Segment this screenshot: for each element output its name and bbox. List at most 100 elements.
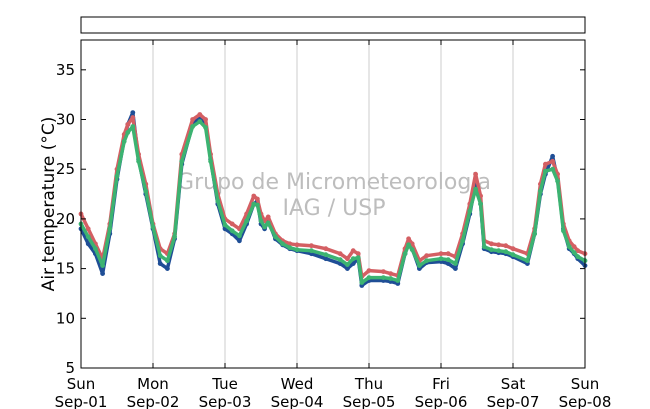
series-2-point-32 xyxy=(287,245,293,251)
series-2-point-42 xyxy=(381,275,386,280)
series-1-point-32 xyxy=(287,241,293,247)
series-0-point-51 xyxy=(445,261,451,266)
series-2-point-24 xyxy=(244,218,250,224)
series-1-point-7 xyxy=(125,122,131,127)
y-tick-label-20: 20 xyxy=(56,210,75,228)
series-1-point-38 xyxy=(350,248,356,254)
series-2-point-26 xyxy=(255,202,260,208)
series-2-point-57 xyxy=(481,244,487,250)
series-1-point-47 xyxy=(409,241,415,247)
series-2-point-23 xyxy=(237,233,242,239)
series-2-point-52 xyxy=(453,261,458,266)
series-2-point-46 xyxy=(406,242,411,248)
series-1-point-36 xyxy=(337,251,343,257)
series-0-point-8 xyxy=(130,110,136,115)
x-tick-day-1: Mon xyxy=(137,375,169,393)
series-2-point-13 xyxy=(165,258,170,264)
series-1-point-58 xyxy=(489,241,494,247)
plot-frame xyxy=(80,39,586,369)
series-2-point-30 xyxy=(273,234,278,240)
series-1-point-70 xyxy=(571,244,577,250)
series-2-point-12 xyxy=(157,253,163,259)
series-2-point-25 xyxy=(251,201,257,207)
x-tick-date-0: Sep-01 xyxy=(55,393,108,409)
series-1-point-29 xyxy=(265,214,271,220)
series-2-point-15 xyxy=(179,158,185,164)
x-tick-date-5: Sep-06 xyxy=(415,393,468,409)
series-1-point-60 xyxy=(503,243,509,249)
series-1-point-18 xyxy=(203,117,209,122)
series-1-point-55 xyxy=(473,171,478,177)
series-1-point-46 xyxy=(406,236,411,242)
watermark: Grupo de Micrometeorologia IAG / USP xyxy=(177,170,491,221)
series-0-point-52 xyxy=(453,266,458,271)
series-0-point-1 xyxy=(85,241,91,247)
series-0-point-3 xyxy=(100,271,105,276)
series-1-point-34 xyxy=(309,243,314,249)
series-2-point-36 xyxy=(337,257,343,263)
series-2-point-40 xyxy=(359,280,365,285)
series-2-point-21 xyxy=(222,222,228,228)
x-tick-day-6: Sat xyxy=(501,375,526,393)
x-tick-day-0: Sun xyxy=(67,375,96,393)
series-2-point-10 xyxy=(143,188,149,194)
series-2-point-56 xyxy=(478,201,483,207)
series-0-point-66 xyxy=(550,153,555,159)
x-tick-date-7: Sep-08 xyxy=(559,393,612,409)
series-2-point-3 xyxy=(100,263,105,268)
x-tick-day-3: Wed xyxy=(281,375,314,393)
series-2-point-62 xyxy=(525,258,530,264)
series-2-point-9 xyxy=(136,158,142,164)
y-tick-label-5: 5 xyxy=(65,359,75,377)
series-2-point-14 xyxy=(172,234,178,240)
series-2-point-51 xyxy=(445,257,451,263)
series-2-point-20 xyxy=(215,198,221,204)
x-axis: SunSep-01MonSep-02TueSep-03WedSep-04ThuS… xyxy=(55,40,612,409)
series-2-point-61 xyxy=(510,252,516,258)
series-1-point-33 xyxy=(294,242,300,248)
series-2-point-41 xyxy=(366,275,372,280)
series-2-point-69 xyxy=(566,244,572,250)
series-1-point-50 xyxy=(438,251,444,257)
series-1-point-39 xyxy=(355,251,361,257)
series-1-point-26 xyxy=(255,196,260,202)
y-tick-label-30: 30 xyxy=(56,111,75,129)
x-tick-date-3: Sep-04 xyxy=(271,393,324,409)
series-2-point-64 xyxy=(538,188,543,194)
series-0-point-12 xyxy=(157,261,163,266)
series-2-point-59 xyxy=(496,248,501,254)
y-tick-label-15: 15 xyxy=(56,260,75,278)
series-2-point-6 xyxy=(121,139,127,144)
data-series xyxy=(78,110,588,288)
series-2-point-19 xyxy=(208,158,214,164)
series-2-point-39 xyxy=(355,255,361,261)
series-2-point-58 xyxy=(489,247,494,253)
series-2-point-5 xyxy=(114,173,120,179)
series-1-point-51 xyxy=(445,251,451,257)
watermark-line-2: IAG / USP xyxy=(283,196,386,221)
series-2-point-35 xyxy=(323,252,329,258)
series-1-point-25 xyxy=(251,193,257,199)
series-1-point-17 xyxy=(197,112,203,117)
series-2-point-31 xyxy=(280,241,285,247)
series-2-point-43 xyxy=(388,276,393,281)
series-2-point-48 xyxy=(417,263,422,268)
series-0-point-13 xyxy=(165,266,170,271)
series-1-point-42 xyxy=(381,269,386,274)
series-2-point-28 xyxy=(262,224,267,230)
series-1-point-35 xyxy=(323,246,329,252)
series-2-point-38 xyxy=(350,256,356,262)
series-2-point-16 xyxy=(190,124,196,129)
x-tick-day-2: Tue xyxy=(211,375,238,393)
series-2-point-22 xyxy=(229,228,235,234)
series-2-point-66 xyxy=(550,166,555,172)
series-2-point-34 xyxy=(309,248,314,254)
series-2-point-4 xyxy=(107,226,113,232)
x-tick-day-7: Sun xyxy=(571,375,600,393)
series-2-point-53 xyxy=(460,238,465,244)
watermark-line-1: Grupo de Micrometeorologia xyxy=(177,170,491,195)
series-1-point-22 xyxy=(229,221,235,227)
series-2-point-44 xyxy=(395,278,401,283)
series-2-point-65 xyxy=(543,168,548,174)
